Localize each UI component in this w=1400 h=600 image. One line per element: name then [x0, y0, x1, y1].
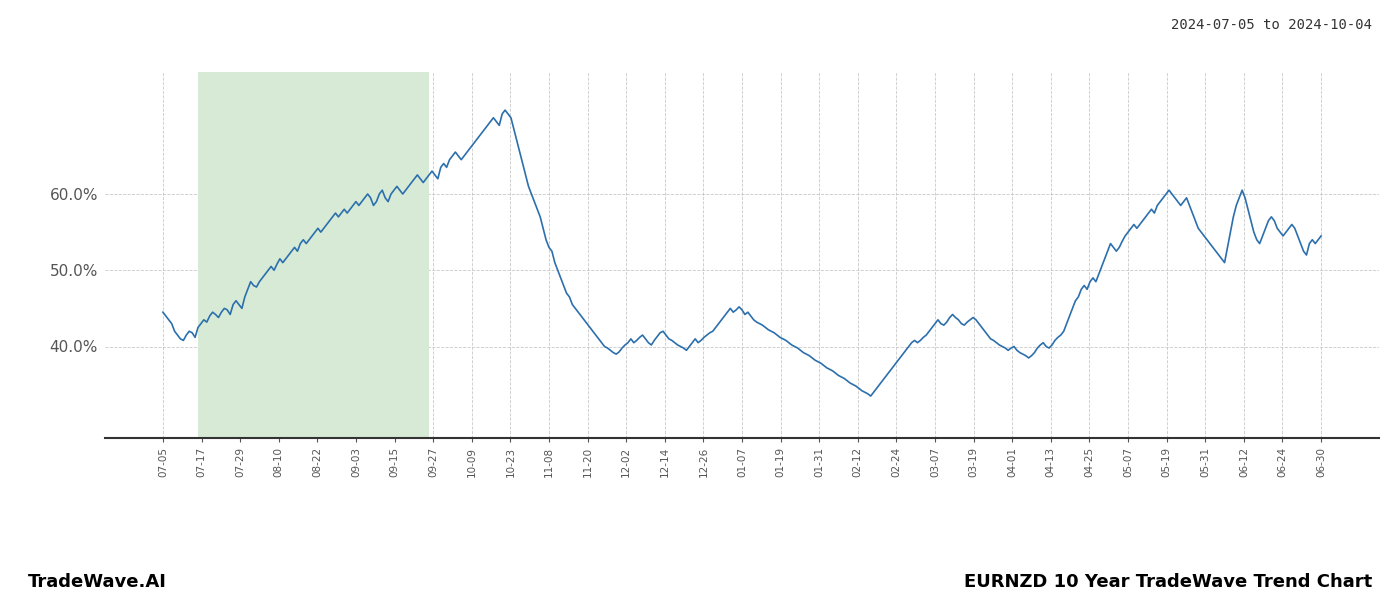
Text: TradeWave.AI: TradeWave.AI — [28, 573, 167, 591]
Text: EURNZD 10 Year TradeWave Trend Chart: EURNZD 10 Year TradeWave Trend Chart — [963, 573, 1372, 591]
Text: 2024-07-05 to 2024-10-04: 2024-07-05 to 2024-10-04 — [1170, 18, 1372, 32]
Bar — [197, 72, 428, 438]
